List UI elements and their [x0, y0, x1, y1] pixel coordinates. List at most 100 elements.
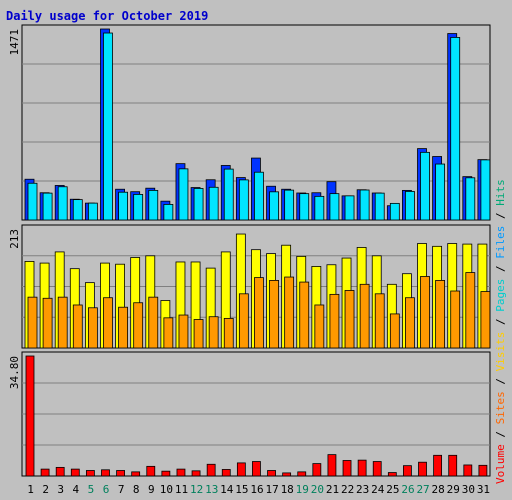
- bar-files-13: [208, 186, 219, 221]
- legend-separator: /: [494, 312, 507, 332]
- bar-visits-31: [480, 291, 491, 349]
- x-tick-label-19: 19: [296, 483, 309, 496]
- bar-volume-31: [478, 464, 488, 477]
- bar-visits-23: [359, 283, 370, 349]
- bar-volume-26: [403, 465, 412, 477]
- bar-files-15: [238, 179, 249, 221]
- legend-separator: /: [494, 371, 507, 391]
- x-tick-label-10: 10: [160, 483, 173, 496]
- bar-files-14: [223, 168, 234, 221]
- bar-files-4: [72, 199, 83, 221]
- x-tick-label-21: 21: [326, 483, 339, 496]
- x-tick-label-9: 9: [148, 483, 155, 496]
- bar-visits-12: [193, 319, 204, 349]
- bar-visits-5: [87, 307, 98, 349]
- bar-volume-2: [40, 468, 50, 477]
- bar-volume-10: [161, 470, 171, 477]
- bar-volume-14: [221, 469, 231, 477]
- x-tick-label-7: 7: [118, 483, 125, 496]
- x-tick-label-30: 30: [462, 483, 475, 496]
- legend-text: Volume / Sites / Visits / Pages / Files …: [494, 179, 507, 484]
- x-tick-label-31: 31: [477, 483, 490, 496]
- x-tick-label-17: 17: [265, 483, 278, 496]
- x-tick-label-12: 12: [190, 483, 203, 496]
- bar-files-23: [359, 189, 370, 221]
- x-tick-label-25: 25: [386, 483, 399, 496]
- x-tick-label-23: 23: [356, 483, 369, 496]
- bar-volume-8: [131, 471, 141, 477]
- bar-visits-7: [118, 306, 128, 349]
- bar-visits-20: [314, 304, 325, 349]
- bar-volume-9: [146, 465, 156, 477]
- x-tick-label-3: 3: [57, 483, 64, 496]
- x-tick-label-14: 14: [220, 483, 234, 496]
- bar-files-1: [27, 182, 38, 221]
- bar-files-30: [465, 177, 476, 221]
- bar-visits-1: [27, 296, 38, 349]
- legend-files: Files: [494, 226, 507, 259]
- bar-files-29: [450, 37, 461, 221]
- bar-files-20: [314, 195, 325, 221]
- x-tick-label-11: 11: [175, 483, 188, 496]
- bar-volume-6: [101, 469, 110, 477]
- bar-files-24: [374, 192, 385, 221]
- legend-sites: Sites: [494, 391, 507, 424]
- bar-files-25: [389, 202, 400, 221]
- bar-files-2: [42, 192, 53, 221]
- bar-visits-27: [420, 276, 430, 349]
- bar-volume-4: [70, 468, 80, 477]
- bar-volume-17: [267, 470, 276, 477]
- bar-volume-16: [252, 461, 261, 477]
- bar-volume-13: [206, 463, 216, 477]
- bar-volume-25: [387, 472, 397, 477]
- bar-visits-18: [284, 276, 295, 349]
- bar-visits-13: [208, 316, 219, 349]
- bar-files-9: [148, 189, 159, 221]
- x-tick-label-27: 27: [416, 483, 429, 496]
- x-tick-label-20: 20: [311, 483, 324, 496]
- legend-separator: /: [494, 206, 507, 226]
- bar-visits-11: [178, 314, 189, 349]
- bar-volume-28: [433, 454, 443, 477]
- legend-separator: /: [494, 424, 507, 444]
- bar-files-19: [299, 193, 310, 221]
- bar-files-31: [480, 159, 491, 221]
- bar-visits-24: [374, 293, 385, 349]
- bar-volume-15: [236, 462, 246, 477]
- bar-visits-15: [238, 293, 249, 349]
- bar-volume-5: [85, 470, 95, 477]
- x-tick-label-28: 28: [432, 483, 445, 496]
- x-tick-label-18: 18: [281, 483, 294, 496]
- bar-visits-29: [450, 290, 461, 349]
- bar-volume-19: [297, 471, 307, 477]
- bar-volume-12: [191, 470, 201, 477]
- x-tick-label-15: 15: [235, 483, 248, 496]
- bar-files-18: [284, 189, 295, 221]
- bar-files-22: [344, 195, 355, 221]
- bar-files-11: [178, 168, 189, 221]
- bar-files-27: [420, 151, 430, 221]
- x-tick-label-8: 8: [133, 483, 140, 496]
- bar-files-12: [193, 188, 204, 221]
- legend-hits: Hits: [494, 179, 507, 206]
- x-tick-label-2: 2: [42, 483, 49, 496]
- ymax-label-hits-files: 1471: [8, 29, 21, 56]
- x-tick-label-16: 16: [250, 483, 263, 496]
- bar-files-26: [405, 191, 415, 221]
- legend-volume: Volume: [494, 444, 507, 484]
- bar-visits-26: [405, 297, 415, 349]
- bar-visits-6: [103, 297, 113, 349]
- bar-files-28: [435, 163, 446, 221]
- ymax-label-sites-volume: 34.80: [8, 356, 21, 389]
- bar-files-8: [133, 194, 144, 221]
- bar-volume-18: [282, 472, 292, 477]
- bar-visits-8: [133, 302, 144, 349]
- x-tick-label-24: 24: [371, 483, 385, 496]
- bar-files-5: [87, 202, 98, 221]
- bar-files-3: [57, 186, 68, 221]
- bar-files-6: [103, 32, 113, 221]
- x-tick-label-4: 4: [73, 483, 80, 496]
- x-tick-label-6: 6: [103, 483, 110, 496]
- bar-visits-25: [389, 313, 400, 349]
